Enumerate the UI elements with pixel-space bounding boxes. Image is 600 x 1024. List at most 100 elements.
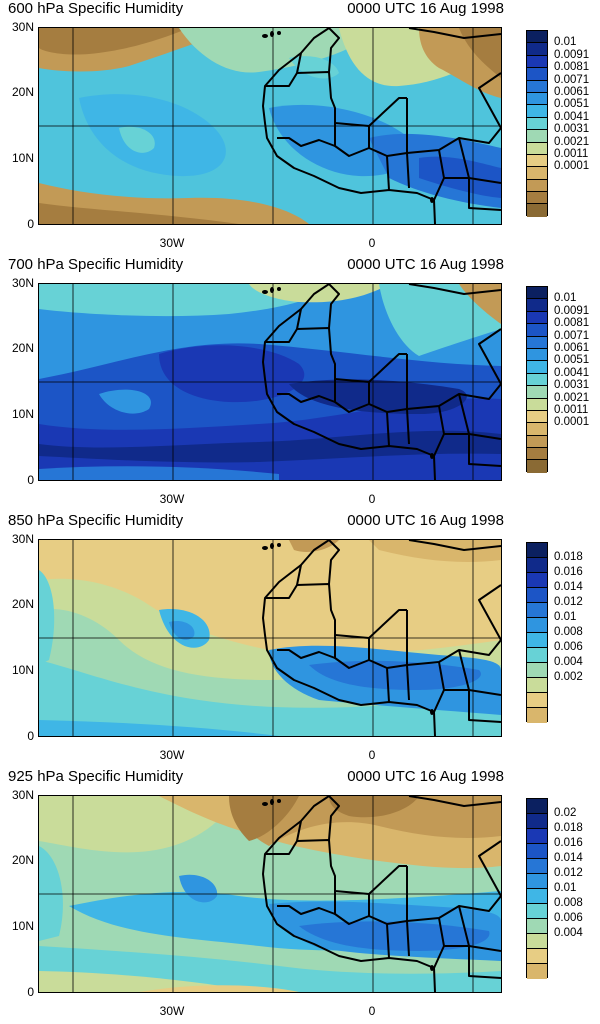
lon-label-30w: 30W — [159, 236, 185, 250]
legend-swatch — [527, 55, 547, 69]
legend-swatch — [527, 799, 547, 814]
color-legend — [526, 286, 548, 473]
lat-label-10n: 10N — [11, 919, 34, 933]
lat-label-0: 0 — [27, 729, 34, 743]
panel-925hpa: 925 hPa Specific Humidity 0000 UTC 16 Au… — [0, 768, 600, 1024]
legend-swatch — [527, 663, 547, 678]
legend-swatch — [527, 154, 547, 168]
legend-swatch — [527, 448, 547, 461]
lat-label-20n: 20N — [11, 85, 34, 99]
legend-label: 0.0071 — [554, 329, 590, 342]
legend-label: 0.014 — [554, 852, 583, 864]
legend-swatch — [527, 633, 547, 648]
lon-label-0: 0 — [368, 492, 376, 506]
legend-label: 0.0031 — [554, 123, 590, 136]
legend-label: 0.0061 — [554, 342, 590, 354]
legend-swatch — [527, 80, 547, 93]
lon-label-30w: 30W — [159, 1004, 185, 1018]
lat-label-0: 0 — [27, 985, 34, 999]
lat-label-20n: 20N — [11, 597, 34, 611]
legend-label: 0.016 — [554, 566, 583, 578]
legend-swatch — [527, 117, 547, 131]
humidity-map — [38, 27, 502, 225]
panel-title: 850 hPa Specific Humidity — [8, 512, 184, 529]
legend-label: 0.018 — [554, 822, 583, 834]
lon-label-0: 0 — [368, 748, 376, 762]
legend-label: 0.014 — [554, 581, 583, 593]
legend-swatch — [527, 386, 547, 399]
lat-label-0: 0 — [27, 217, 34, 231]
panel-time: 0000 UTC 16 Aug 1998 — [347, 256, 504, 273]
lon-label-0: 0 — [368, 1004, 376, 1018]
legend-label: 0.02 — [554, 807, 577, 819]
legend-label: 0.0001 — [554, 416, 590, 429]
legend-swatch — [527, 130, 547, 143]
lon-label-30w: 30W — [159, 492, 185, 506]
legend-label: 0.008 — [554, 626, 583, 638]
legend-label: 0.016 — [554, 837, 583, 849]
legend-swatch — [527, 204, 547, 217]
legend-swatch — [527, 814, 547, 829]
legend-swatch — [527, 889, 547, 904]
legend-swatch — [527, 311, 547, 325]
legend-label: 0.008 — [554, 897, 583, 909]
legend-label: 0.0051 — [554, 98, 590, 111]
legend-swatch — [527, 192, 547, 205]
legend-label: 0.006 — [554, 641, 583, 653]
legend-swatch — [527, 558, 547, 573]
lon-label-30w: 30W — [159, 748, 185, 762]
legend-swatch — [527, 603, 547, 618]
legend-swatch — [527, 708, 547, 723]
legend-label: 0.0021 — [554, 135, 590, 148]
legend-swatch — [527, 324, 547, 337]
legend-swatch — [527, 618, 547, 633]
legend-swatch — [527, 934, 547, 949]
panel-title: 600 hPa Specific Humidity — [8, 0, 184, 17]
lat-label-30n: 30N — [11, 788, 34, 802]
legend-swatch — [527, 693, 547, 708]
panel-time: 0000 UTC 16 Aug 1998 — [347, 0, 504, 17]
lat-label-20n: 20N — [11, 341, 34, 355]
legend-label: 0.0031 — [554, 379, 590, 392]
panel-title: 925 hPa Specific Humidity — [8, 768, 184, 785]
legend-swatch — [527, 336, 547, 349]
legend-label: 0.004 — [554, 656, 583, 668]
lat-label-20n: 20N — [11, 853, 34, 867]
humidity-map — [38, 795, 502, 993]
legend-swatch — [527, 105, 547, 118]
legend-label: 0.0021 — [554, 391, 590, 404]
legend-swatch — [527, 398, 547, 411]
panel-700hpa: 700 hPa Specific Humidity 0000 UTC 16 Au… — [0, 256, 600, 512]
legend-swatch — [527, 573, 547, 588]
legend-label: 0.01 — [554, 882, 577, 894]
lat-label-30n: 30N — [11, 532, 34, 546]
humidity-map — [38, 283, 502, 481]
legend-label: 0.0071 — [554, 73, 590, 86]
legend-label: 0.0061 — [554, 86, 590, 98]
legend-swatch — [527, 410, 547, 424]
legend-swatch — [527, 348, 547, 362]
color-legend — [526, 542, 548, 723]
lat-label-10n: 10N — [11, 151, 34, 165]
panel-time: 0000 UTC 16 Aug 1998 — [347, 512, 504, 529]
legend-swatch — [527, 588, 547, 603]
legend-label: 0.01 — [554, 611, 577, 623]
legend-label: 0.0041 — [554, 110, 590, 123]
legend-swatch — [527, 142, 547, 155]
color-legend — [526, 30, 548, 217]
legend-label: 0.01 — [554, 292, 577, 305]
legend-label: 0.0041 — [554, 366, 590, 379]
lat-label-10n: 10N — [11, 407, 34, 421]
panel-600hpa: 600 hPa Specific Humidity 0000 UTC 16 Au… — [0, 0, 600, 256]
legend-label: 0.018 — [554, 551, 583, 563]
legend-label: 0.0091 — [554, 48, 590, 61]
legend-swatch — [527, 919, 547, 934]
legend-swatch — [527, 167, 547, 180]
legend-swatch — [527, 361, 547, 374]
lat-label-0: 0 — [27, 473, 34, 487]
lat-label-10n: 10N — [11, 663, 34, 677]
legend-swatch — [527, 829, 547, 844]
legend-label: 0.0081 — [554, 61, 590, 74]
lat-label-30n: 30N — [11, 20, 34, 34]
legend-swatch — [527, 92, 547, 106]
